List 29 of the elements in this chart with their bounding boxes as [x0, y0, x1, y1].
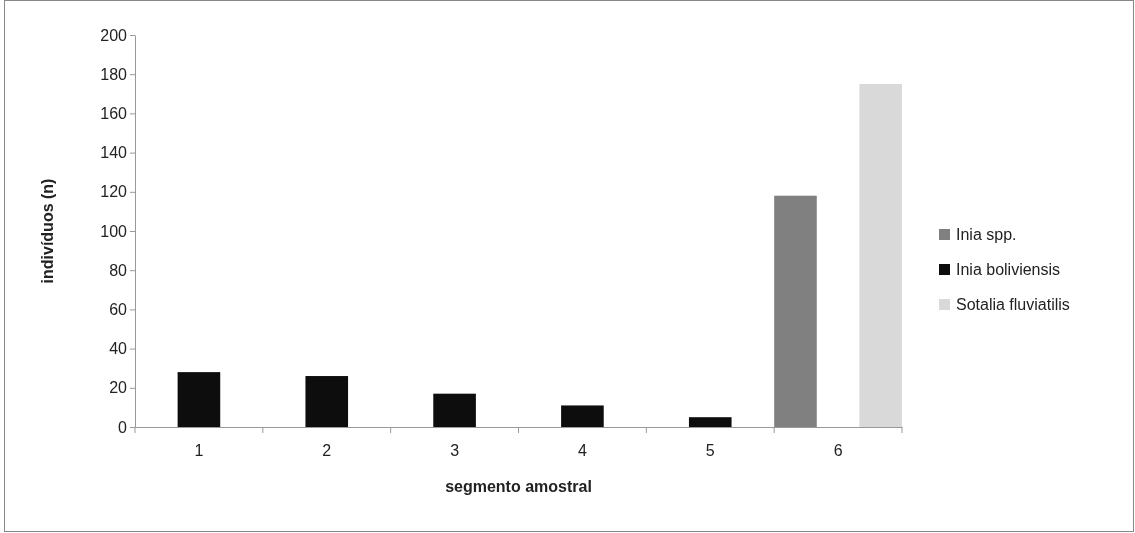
x-axis-title: segmento amostral [445, 478, 592, 495]
y-tick-label: 80 [109, 261, 128, 279]
legend-label: Sotalia fluviatilis [956, 296, 1070, 313]
legend-label: Inia boliviensis [956, 261, 1061, 278]
x-tick-label: 6 [833, 442, 843, 460]
y-tick-label: 120 [100, 183, 128, 201]
y-tick-label: 0 [118, 418, 128, 436]
legend-label: Inia spp. [956, 226, 1017, 243]
y-tick-label: 40 [109, 340, 128, 358]
bar [177, 372, 221, 427]
bar [688, 417, 732, 427]
y-tick-label: 100 [100, 222, 128, 240]
x-tick-label: 5 [705, 442, 715, 460]
x-tick-label: 3 [450, 442, 460, 460]
x-tick-label: 4 [577, 442, 587, 460]
y-axis-title: indivíduos (n) [39, 178, 56, 284]
y-tick-label: 140 [100, 144, 128, 162]
bar [859, 84, 902, 427]
y-tick-label: 20 [109, 379, 128, 397]
y-tick-label: 200 [100, 26, 128, 44]
x-tick-label: 2 [322, 442, 332, 460]
bar [305, 376, 349, 427]
y-tick-label: 60 [109, 301, 128, 319]
y-tick-label: 160 [100, 105, 128, 123]
bar [561, 405, 604, 427]
x-tick-label: 1 [194, 442, 204, 460]
bar [774, 195, 817, 427]
y-tick-label: 180 [100, 65, 128, 83]
bar [433, 393, 476, 427]
